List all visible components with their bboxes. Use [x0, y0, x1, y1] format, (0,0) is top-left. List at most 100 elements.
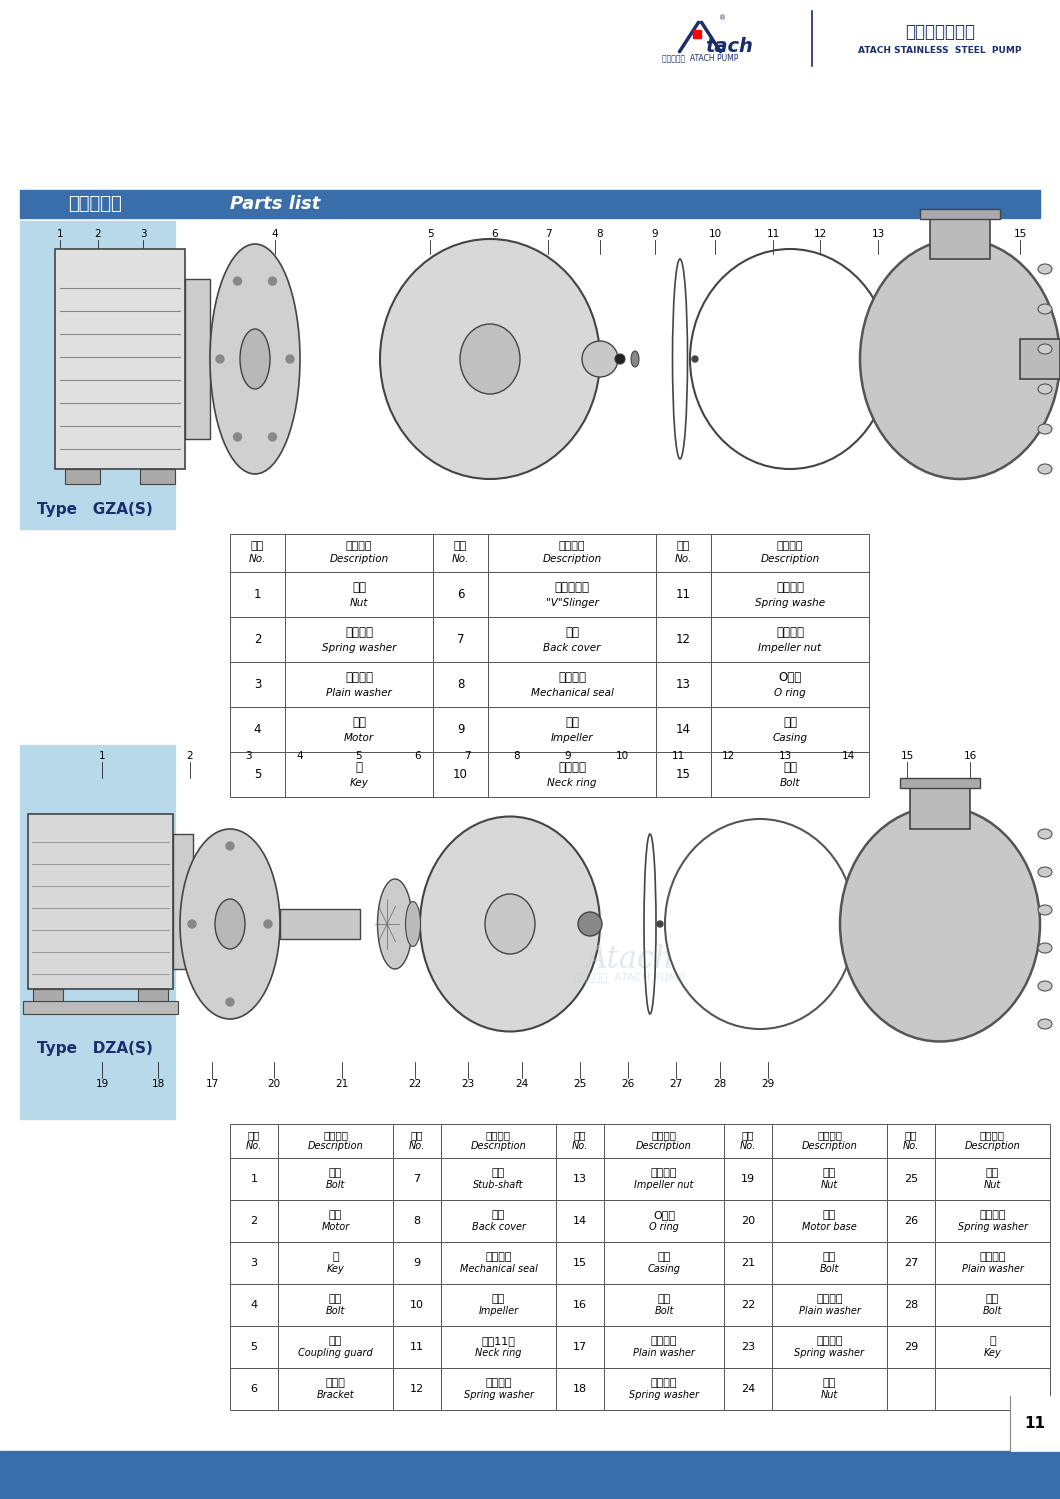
Bar: [772, 1159, 887, 1201]
Bar: [285, 708, 432, 752]
Text: 螺栓: 螺栓: [329, 1168, 342, 1178]
Bar: [604, 1285, 724, 1327]
Text: Mechanical seal: Mechanical seal: [531, 688, 614, 697]
Text: 11: 11: [1025, 1417, 1045, 1432]
Bar: [0, 1451, 1060, 1499]
Text: 15: 15: [676, 767, 691, 781]
Text: ®: ®: [720, 15, 726, 21]
Circle shape: [264, 920, 272, 928]
Circle shape: [226, 842, 234, 850]
Text: 螺栓: 螺栓: [657, 1294, 671, 1304]
Bar: [230, 534, 285, 573]
Bar: [230, 663, 285, 708]
Circle shape: [582, 340, 618, 378]
Text: 3: 3: [253, 678, 261, 691]
Circle shape: [268, 277, 277, 285]
Bar: [724, 1124, 772, 1159]
Text: 13: 13: [871, 229, 885, 238]
Bar: [230, 573, 285, 618]
Text: Back cover: Back cover: [544, 643, 601, 652]
Bar: [920, 208, 1000, 219]
Text: 螺栓: 螺栓: [986, 1294, 1000, 1304]
Text: Impeller: Impeller: [478, 1306, 518, 1316]
Bar: [393, 1285, 441, 1327]
Text: 彈簧墊圈: 彈簧墊圈: [979, 1210, 1006, 1220]
Text: 7: 7: [457, 633, 464, 646]
Text: 彈簧墊圈: 彈簧墊圈: [485, 1378, 512, 1388]
Bar: [909, 784, 970, 829]
Text: 8: 8: [457, 678, 464, 691]
Text: Plain washer: Plain washer: [798, 1306, 861, 1316]
Bar: [441, 1369, 556, 1411]
Text: Description: Description: [760, 555, 819, 564]
Text: O ring: O ring: [649, 1222, 679, 1232]
Ellipse shape: [1038, 980, 1052, 991]
Circle shape: [692, 355, 697, 361]
Text: 4: 4: [250, 1300, 258, 1310]
Text: 19: 19: [95, 1079, 108, 1088]
Bar: [1020, 339, 1060, 379]
Bar: [441, 1124, 556, 1159]
Bar: [23, 1001, 178, 1013]
Text: 序號: 序號: [454, 541, 467, 552]
Bar: [1010, 1396, 1060, 1451]
Text: tach: tach: [705, 36, 753, 55]
Bar: [604, 1124, 724, 1159]
Bar: [604, 1201, 724, 1243]
Text: 7: 7: [463, 751, 471, 761]
Bar: [711, 573, 869, 618]
Bar: [900, 778, 980, 788]
Bar: [556, 1243, 604, 1285]
Bar: [20, 190, 1040, 217]
Text: 9: 9: [413, 1258, 421, 1268]
Text: Description: Description: [965, 1141, 1021, 1151]
Ellipse shape: [860, 238, 1060, 480]
Text: 部件名稱: 部件名稱: [346, 541, 372, 552]
Bar: [693, 30, 701, 37]
Text: 聯接盤: 聯接盤: [325, 1378, 346, 1388]
Bar: [278, 1201, 393, 1243]
Text: 泵體部件表: 泵體部件表: [68, 195, 122, 213]
Text: 部件名稱: 部件名稱: [485, 1130, 511, 1141]
Text: Nut: Nut: [350, 598, 368, 607]
Bar: [488, 663, 656, 708]
Text: 泵體: 泵體: [783, 717, 797, 729]
Bar: [393, 1159, 441, 1201]
Text: No.: No.: [740, 1141, 756, 1151]
Bar: [711, 618, 869, 663]
Text: 5: 5: [253, 767, 261, 781]
Text: 21: 21: [741, 1258, 755, 1268]
Text: 螺釘: 螺釘: [329, 1294, 342, 1304]
Bar: [432, 663, 488, 708]
Bar: [724, 1285, 772, 1327]
Text: "V"Slinger: "V"Slinger: [546, 598, 599, 607]
Text: 螺母: 螺母: [986, 1168, 1000, 1178]
Text: 部件名稱: 部件名稱: [652, 1130, 676, 1141]
Bar: [432, 534, 488, 573]
Text: Spring washer: Spring washer: [795, 1348, 865, 1358]
Text: No.: No.: [246, 1141, 262, 1151]
Bar: [230, 1201, 278, 1243]
Text: 序號: 序號: [251, 541, 264, 552]
Text: 14: 14: [676, 723, 691, 736]
Bar: [230, 752, 285, 797]
Text: Bolt: Bolt: [780, 778, 800, 787]
Text: Atach: Atach: [586, 943, 674, 974]
Text: 鍵: 鍵: [332, 1252, 339, 1262]
Text: 13: 13: [676, 678, 691, 691]
Text: 26: 26: [904, 1216, 918, 1226]
Text: Impeller nut: Impeller nut: [759, 643, 822, 652]
Bar: [278, 1124, 393, 1159]
Text: Impeller nut: Impeller nut: [634, 1180, 693, 1190]
Bar: [230, 1243, 278, 1285]
Bar: [724, 1327, 772, 1369]
Bar: [230, 1327, 278, 1369]
Text: Spring washer: Spring washer: [463, 1390, 533, 1400]
Bar: [230, 1369, 278, 1411]
Text: 護板: 護板: [329, 1336, 342, 1346]
Text: Neck ring: Neck ring: [475, 1348, 522, 1358]
Bar: [488, 573, 656, 618]
Bar: [711, 534, 869, 573]
Text: 短軸: 短軸: [492, 1168, 506, 1178]
Bar: [656, 752, 711, 797]
